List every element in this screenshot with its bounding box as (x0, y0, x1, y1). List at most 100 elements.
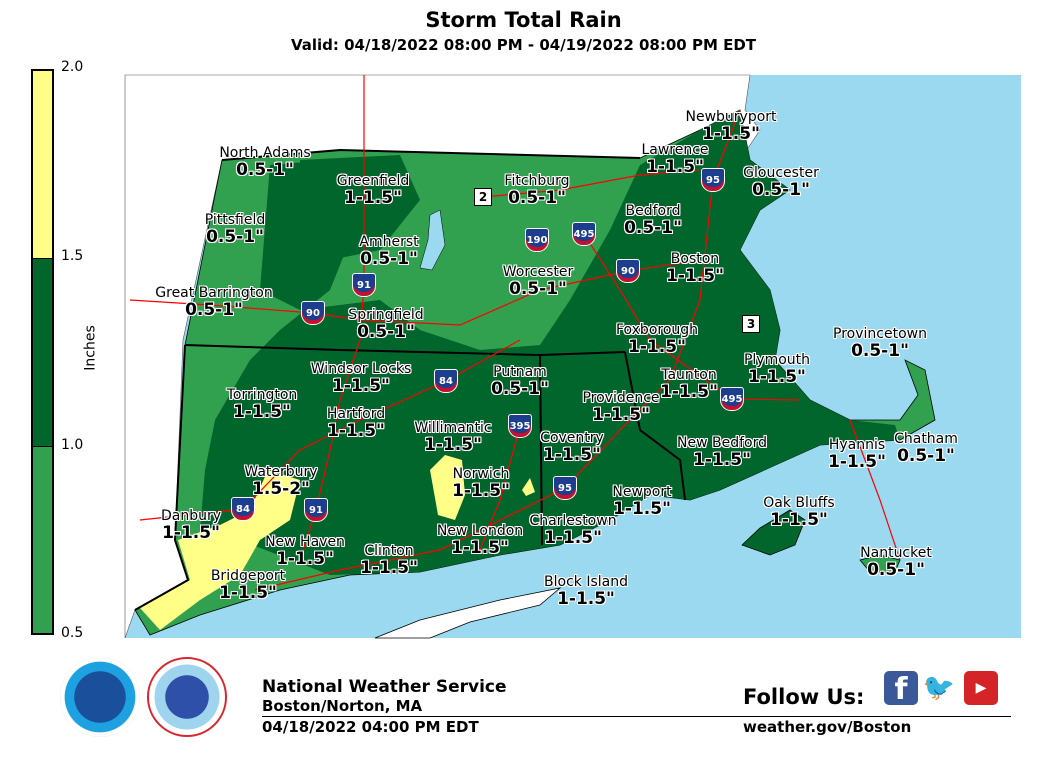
location-label: New London 1-1.5" (437, 523, 523, 558)
location-name: Newport (612, 484, 672, 500)
location-name: Willimantic (414, 420, 492, 436)
rain-amount: 1-1.5" (646, 157, 704, 177)
location-name: Block Island (544, 574, 628, 590)
rain-amount: 0.5-1" (185, 300, 243, 320)
state-border-ma-south (184, 344, 626, 357)
location-label: Foxborough 1-1.5" (616, 322, 698, 357)
location-name: Boston (670, 251, 720, 267)
location-name: Coventry (540, 430, 604, 446)
location-name: Hartford (326, 406, 386, 422)
rain-amount: 1-1.5" (451, 538, 509, 558)
rain-amount: 1-1.5" (276, 549, 334, 569)
state-border-north (221, 148, 641, 161)
location-name: Provincetown (833, 326, 927, 342)
location-label: Provincetown 0.5-1" (833, 326, 927, 361)
location-name: Torrington (226, 387, 298, 403)
location-label: Oak Bluffs 1-1.5" (763, 495, 834, 530)
location-label: Chatham 0.5-1" (894, 431, 958, 466)
route-marker-icon: 2 (474, 188, 492, 206)
location-label: Hyannis 1-1.5" (828, 437, 886, 472)
location-name: Foxborough (615, 322, 699, 338)
location-label: New Bedford 1-1.5" (677, 435, 767, 470)
location-label: Gloucester 0.5-1" (743, 165, 819, 200)
location-label: Norwich 1-1.5" (452, 466, 510, 501)
rain-amount: 1-1.5" (613, 499, 671, 519)
rain-amount: 1-1.5" (666, 266, 724, 286)
location-name: Pittsfield (204, 212, 266, 228)
rain-amount: 0.5-1" (508, 188, 566, 208)
location-name: Charlestown (529, 513, 617, 529)
legend-bin-1-1.5 (33, 259, 52, 447)
legend-tick: 1.0 (61, 437, 84, 453)
rain-amount: 1-1.5" (332, 376, 390, 396)
legend-tick: 0.5 (61, 625, 84, 641)
location-label: Bridgeport 1-1.5" (211, 568, 285, 603)
quabbin-reservoir (419, 209, 446, 271)
location-label: Springfield 0.5-1" (348, 307, 423, 342)
location-label: Waterbury 1.5-2" (244, 464, 317, 499)
location-name: New London (436, 523, 524, 539)
location-label: Windsor Locks 1-1.5" (311, 361, 411, 396)
location-name: Plymouth (743, 352, 811, 368)
interstate-shield-icon: 84 (231, 497, 255, 521)
rain-amount: 1-1.5" (327, 421, 385, 441)
rain-amount: 0.5-1" (360, 249, 418, 269)
location-label: Block Island 1-1.5" (544, 574, 628, 609)
interstate-shield-icon: 91 (352, 273, 376, 297)
location-name: Greenfield (336, 173, 410, 189)
rain-amount: 1-1.5" (828, 452, 886, 472)
interstate-shield-icon: 95 (701, 168, 725, 192)
youtube-icon[interactable]: ▶ (964, 671, 998, 705)
rain-amount: 0.5-1" (624, 218, 682, 238)
location-name: Windsor Locks (310, 361, 412, 377)
location-label: Nantucket 0.5-1" (860, 545, 932, 580)
location-name: Bridgeport (210, 568, 286, 584)
rain-amount: 1.5-2" (252, 479, 310, 499)
footer-divider (262, 716, 1011, 717)
nantucket-island (859, 554, 901, 573)
legend-bin-0.5-1 (33, 447, 52, 633)
interstate-shield-icon: 95 (553, 476, 577, 500)
rain-amount: 1-1.5" (544, 528, 602, 548)
location-label: Putnam 0.5-1" (491, 364, 549, 399)
facebook-icon[interactable]: f (884, 671, 918, 707)
location-label: Fitchburg 0.5-1" (504, 173, 569, 208)
rain-amount: 1-1.5" (693, 450, 751, 470)
website-link[interactable]: weather.gov/Boston (743, 718, 912, 736)
rain-amount: 0.5-1" (867, 560, 925, 580)
issued-time: 04/18/2022 04:00 PM EDT (262, 718, 479, 736)
location-label: Taunton 1-1.5" (660, 367, 718, 402)
rain-amount: 1-1.5" (452, 481, 510, 501)
rain-area-1.5-2-small (522, 478, 535, 496)
org-name: National Weather Service (262, 677, 507, 697)
location-label: Newport 1-1.5" (612, 484, 671, 519)
rain-amount: 1-1.5" (557, 589, 615, 609)
location-name: Worcester (502, 264, 574, 280)
location-label: New Haven 1-1.5" (265, 534, 345, 569)
interstate-shield-icon: 190 (525, 228, 549, 252)
state-border-ct-west (134, 344, 190, 611)
location-label: Willimantic 1-1.5" (414, 420, 491, 455)
location-name: Gloucester (743, 165, 819, 181)
location-name: Fitchburg (504, 173, 570, 189)
twitter-icon[interactable]: 🐦 (922, 673, 956, 703)
location-label: Great Barrington 0.5-1" (155, 285, 272, 320)
rain-amount: 0.5-1" (491, 379, 549, 399)
location-label: North Adams 0.5-1" (219, 145, 310, 180)
rain-amount: 1-1.5" (219, 583, 277, 603)
interstate-shield-icon: 395 (508, 414, 532, 438)
rain-amount: 1-1.5" (770, 510, 828, 530)
rain-amount: 0.5-1" (752, 180, 810, 200)
rain-amount: 1-1.5" (424, 435, 482, 455)
location-name: New Haven (265, 534, 345, 550)
rain-amount: 0.5-1" (206, 227, 264, 247)
location-label: Newburyport 1-1.5" (685, 109, 776, 144)
location-name: Providence (582, 390, 660, 406)
rain-amount: 0.5-1" (851, 341, 909, 361)
interstate-shield-icon: 90 (301, 301, 325, 325)
legend-bin-1.5-2 (33, 71, 52, 259)
rain-amount: 1-1.5" (344, 188, 402, 208)
location-name: Danbury (160, 508, 222, 524)
rain-amount: 1-1.5" (702, 124, 760, 144)
location-label: Clinton 1-1.5" (360, 543, 418, 578)
